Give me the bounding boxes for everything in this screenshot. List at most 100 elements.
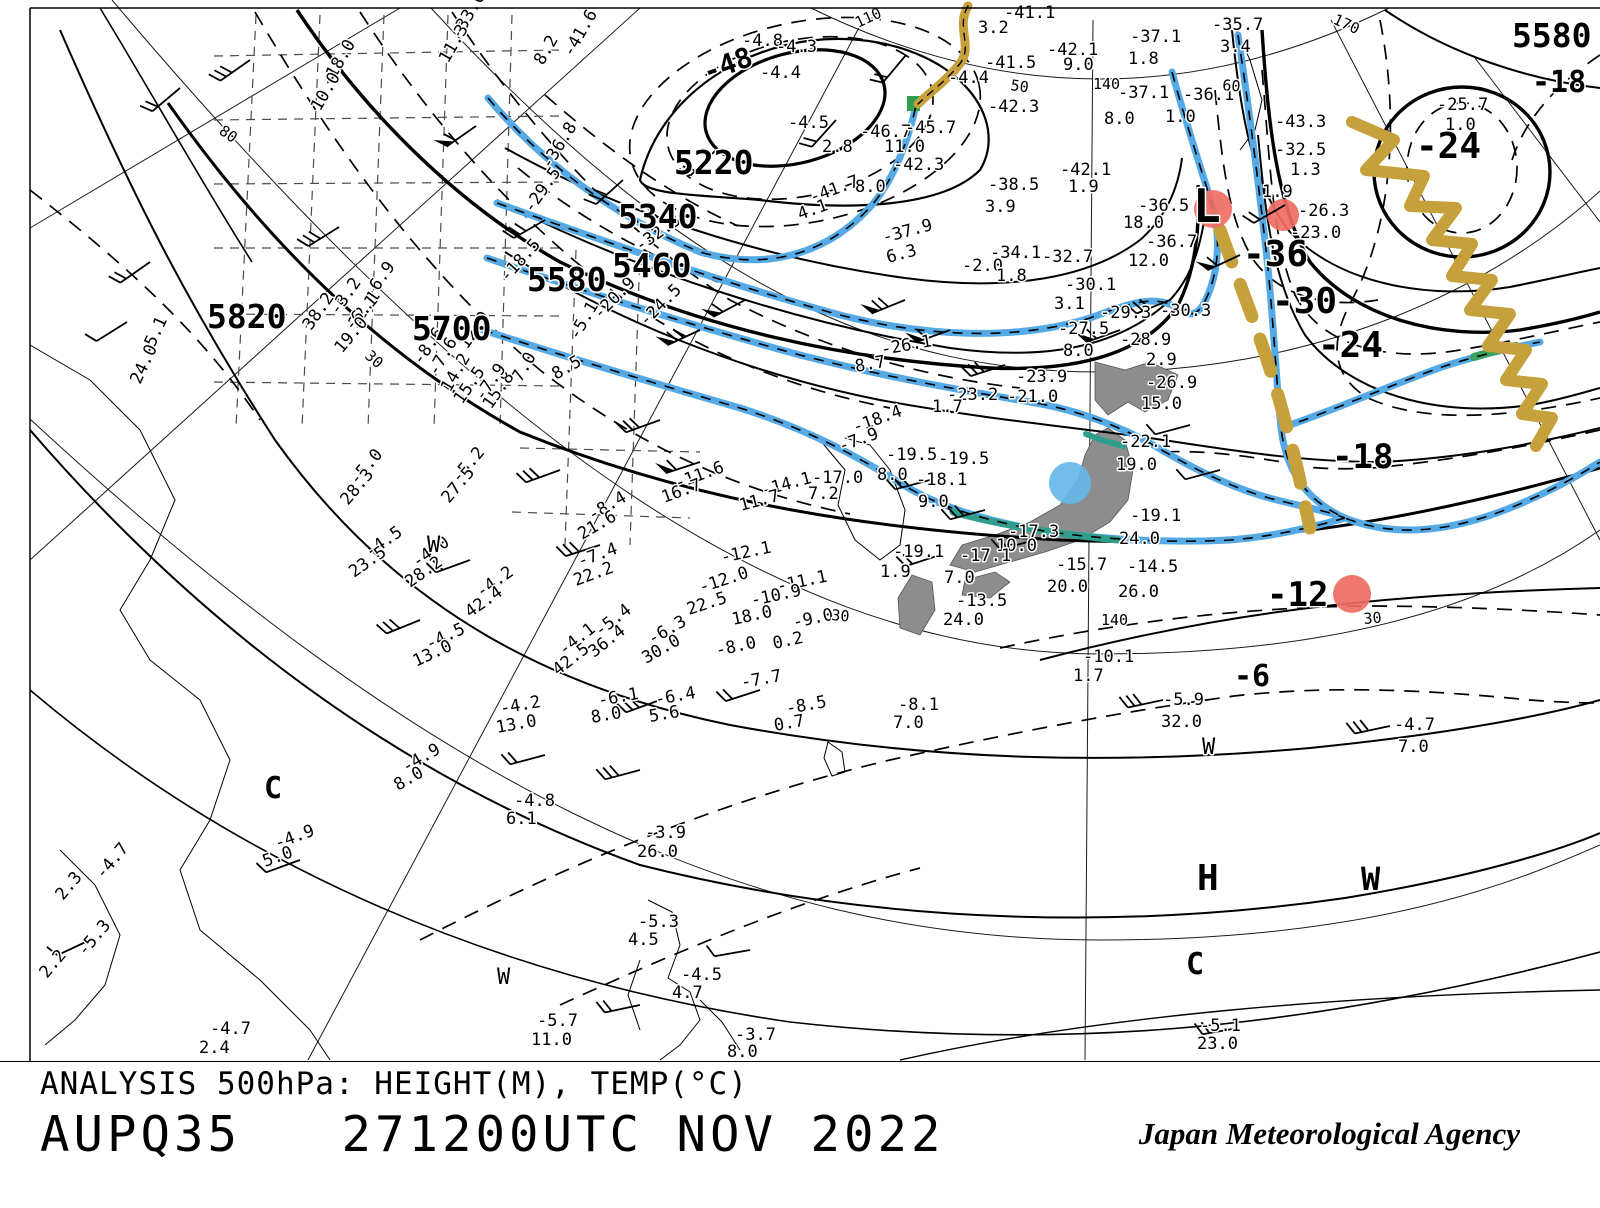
station-value: -5.7 <box>537 1011 578 1031</box>
station-value: -14.5 <box>1127 557 1178 577</box>
wind-barb <box>1118 693 1164 709</box>
analysis-500hpa-chart: -33.011.3 8.2-41.6-36.8-29.5-18.010.0-18.… <box>0 0 1600 1064</box>
wave-mark: W <box>497 965 511 990</box>
station-value: -2.0 <box>962 256 1003 276</box>
wind-barb <box>375 618 421 635</box>
pressure-letter: C <box>1186 947 1204 982</box>
station-value: 26.0 <box>1118 582 1159 602</box>
station-value: -36.7 <box>1146 232 1197 252</box>
wind-barb <box>208 59 251 82</box>
station-value: -29.3 <box>1100 303 1151 323</box>
station-value: -4.5 <box>788 113 829 133</box>
station-value: 1.8 <box>996 266 1027 286</box>
wind-barb <box>615 417 661 434</box>
station-value: -32.7 <box>1042 247 1093 267</box>
wind-barb <box>595 999 641 1014</box>
contour-label: -6 <box>1234 659 1270 694</box>
station-value: 3.2 <box>978 18 1009 38</box>
wind-barb <box>1075 328 1121 344</box>
station-value: 22.5 <box>684 588 729 620</box>
station-value: -8.5 <box>784 692 828 719</box>
station-value: -43.3 <box>1275 112 1326 132</box>
wind-barb <box>1345 719 1391 735</box>
station-value: -42.3 <box>988 97 1039 117</box>
wind-barb <box>425 559 471 574</box>
pressure-letters: L H W C C W W W <box>263 178 1383 992</box>
cyan-highlight-marker <box>1049 462 1091 504</box>
station-value: 18.0 <box>730 602 774 630</box>
jet-axes-dashed <box>482 34 1600 542</box>
wind-barb <box>940 505 986 521</box>
station-value: -45.7 <box>905 118 956 138</box>
station-value: -30.3 <box>1160 301 1211 321</box>
wind-barb <box>1195 254 1241 272</box>
station-value: 2.8 <box>822 137 853 157</box>
contour-label: -18 <box>1532 65 1586 100</box>
station-value: -7.9 <box>836 424 881 457</box>
pressure-letter: L <box>1193 179 1221 233</box>
station-value: 1.9 <box>1262 182 1293 202</box>
wind-barb <box>798 119 837 148</box>
station-value: -5.3 <box>74 916 116 960</box>
station-value: 19.0 <box>1116 455 1157 475</box>
wind-barb <box>655 328 701 347</box>
contour-label: 5580 <box>1512 16 1591 55</box>
station-value: 0.7 <box>772 711 806 736</box>
station-value: -29.5 <box>520 163 566 216</box>
gold-wavy-axis <box>913 1 973 109</box>
contour-label: 5700 <box>412 309 491 348</box>
station-value: -42.1 <box>1047 40 1098 60</box>
station-value: -34.1 <box>990 243 1041 263</box>
station-value: 11.3 <box>435 21 473 66</box>
station-value: 4.5 <box>628 930 659 950</box>
pressure-letter: W <box>1361 860 1381 898</box>
station-value: -26.3 <box>1298 201 1349 221</box>
station-value: 7.0 <box>944 568 975 588</box>
station-value: -18.1 <box>916 470 967 490</box>
station-value: 10.0 <box>307 69 345 114</box>
station-value: 8.5 <box>549 352 586 385</box>
station-value: -21.0 <box>1007 387 1058 407</box>
graticule-label: 170 <box>1330 10 1362 38</box>
station-value: -4.4 <box>948 68 989 88</box>
station-value: -42.1 <box>1060 160 1111 180</box>
station-value: -41.6 <box>559 6 602 60</box>
station-value: -17.0 <box>812 468 863 488</box>
station-value: 3.9 <box>985 197 1016 217</box>
wind-barb <box>990 535 1036 551</box>
wind-barb <box>515 467 561 484</box>
station-value: -8.0 <box>714 633 758 661</box>
station-value: -38.5 <box>988 175 1039 195</box>
station-value: 11.0 <box>884 137 925 157</box>
station-value: 8.0 <box>1104 109 1135 129</box>
wind-barb <box>46 939 91 957</box>
station-value: -4.5 <box>681 965 722 985</box>
station-value: -4.7 <box>210 1019 251 1039</box>
station-value: -25.7 <box>1437 95 1488 115</box>
station-value: -3.7 <box>735 1025 776 1045</box>
station-value: 1.9 <box>880 562 911 582</box>
height-contours <box>29 7 1600 1061</box>
wind-barb <box>139 87 181 112</box>
wind-barb <box>1242 204 1286 224</box>
wind-barb <box>715 688 761 702</box>
station-value: 2.4 <box>199 1038 230 1058</box>
station-value: -5.1 <box>1200 1016 1241 1036</box>
station-value: -4.4 <box>760 63 801 83</box>
wind-barb <box>433 125 477 148</box>
wind-barb <box>1193 1021 1239 1036</box>
contour-label: -36 <box>1243 234 1308 275</box>
station-value: 8.2 <box>530 32 563 69</box>
station-value: -19.5 <box>938 449 989 469</box>
wind-barbs <box>46 54 1391 1036</box>
station-value: -3.9 <box>645 823 686 843</box>
station-value: -36.5 <box>1138 196 1189 216</box>
chart-id-and-time: AUPQ35 271200UTC NOV 2022 <box>40 1106 945 1163</box>
station-value: -26.9 <box>1146 373 1197 393</box>
station-value: 3.1 <box>1054 294 1085 314</box>
wind-barb <box>905 328 951 344</box>
station-value: 12.0 <box>1128 251 1169 271</box>
wind-barb <box>555 541 601 557</box>
station-value: 5.6 <box>647 702 681 727</box>
station-value: 18.0 <box>1123 213 1164 233</box>
